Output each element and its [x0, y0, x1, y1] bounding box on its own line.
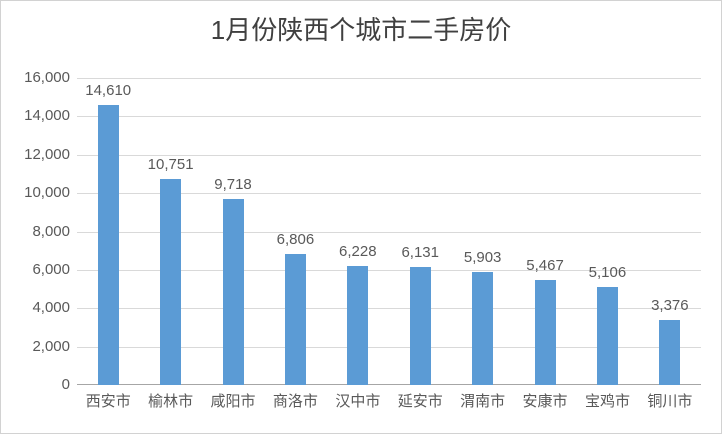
- bar-value-label: 5,467: [526, 257, 564, 275]
- bar-column: 10,751: [139, 78, 201, 385]
- y-axis: 16,000 14,000 12,000 10,000 8,000 6,000 4,000 2…: [1, 69, 70, 393]
- bar[interactable]: [160, 178, 182, 385]
- bar-value-label: 6,806: [276, 231, 315, 249]
- gridline: [77, 193, 701, 195]
- y-axis-label: 14,000: [24, 107, 70, 125]
- gridline: [77, 154, 701, 156]
- plot-area: 14,610 10,751 9,718 6,806 6,228 6,131 5,903 5,4…: [77, 78, 701, 385]
- bar-column: 5,106: [576, 78, 638, 385]
- bar-column: 5,903: [451, 78, 513, 385]
- gridline: [77, 346, 701, 348]
- x-axis: 西安市 榆林市 咸阳市 商洛市 汉中市 延安市 渭南市 安康市 宝鸡市 铜川市: [77, 392, 701, 411]
- chart-title: 1月份陕西个城市二手房价: [210, 15, 512, 45]
- gridline: [77, 308, 701, 310]
- bar[interactable]: [284, 254, 306, 385]
- bar-column: 14,610: [77, 78, 139, 385]
- bar-value-label: 3,376: [651, 297, 689, 315]
- gridline: [77, 231, 701, 233]
- bar[interactable]: [534, 280, 556, 385]
- y-axis-label: 2,000: [32, 337, 70, 355]
- y-axis-label: 16,000: [24, 69, 70, 86]
- x-axis-label: 咸阳市: [210, 393, 256, 410]
- bar-column: 9,718: [202, 78, 264, 385]
- bar[interactable]: [347, 265, 369, 385]
- gridline: [77, 269, 701, 271]
- bar-value-label: 9,718: [214, 175, 252, 193]
- bar[interactable]: [222, 198, 244, 385]
- bar-value-label: 5,106: [588, 264, 627, 282]
- x-axis-label: 延安市: [397, 393, 443, 410]
- bar-value-label: 6,228: [339, 242, 377, 260]
- x-axis-label: 榆林市: [148, 393, 194, 410]
- bar-column: 3,376: [639, 78, 701, 385]
- y-axis-label: 4,000: [32, 299, 70, 317]
- bar-value-label: 5,903: [463, 248, 502, 266]
- bar-column: 6,131: [389, 78, 451, 385]
- bar-column: 6,806: [264, 78, 326, 385]
- y-axis-label: 8,000: [32, 222, 70, 240]
- bar-value-label: 6,131: [401, 244, 439, 262]
- y-axis-label: 0: [61, 376, 70, 393]
- bars-row: 14,610 10,751 9,718 6,806 6,228 6,131 5,903 5,4…: [77, 78, 701, 385]
- x-axis-label: 安康市: [522, 393, 568, 410]
- gridline: [77, 78, 701, 79]
- bar[interactable]: [659, 320, 681, 385]
- bar[interactable]: [596, 287, 618, 385]
- x-axis-label: 西安市: [85, 393, 131, 410]
- bar-value-label: 10,751: [147, 155, 194, 173]
- x-axis-label: 宝鸡市: [584, 393, 630, 410]
- bar-column: 6,228: [327, 78, 389, 385]
- x-axis-label: 铜川市: [647, 393, 693, 410]
- x-axis-label: 渭南市: [460, 393, 506, 410]
- gridline: [77, 116, 701, 118]
- y-axis-label: 12,000: [24, 145, 70, 163]
- bar-value-label: 14,610: [85, 81, 132, 99]
- y-axis-label: 10,000: [24, 184, 70, 202]
- bar[interactable]: [409, 267, 431, 385]
- x-axis-line: [77, 384, 701, 385]
- x-axis-label: 汉中市: [335, 393, 381, 410]
- bar-column: 5,467: [514, 78, 576, 385]
- bar[interactable]: [97, 104, 119, 385]
- bar[interactable]: [472, 271, 494, 385]
- y-axis-label: 6,000: [32, 260, 70, 278]
- x-axis-label: 商洛市: [272, 393, 318, 410]
